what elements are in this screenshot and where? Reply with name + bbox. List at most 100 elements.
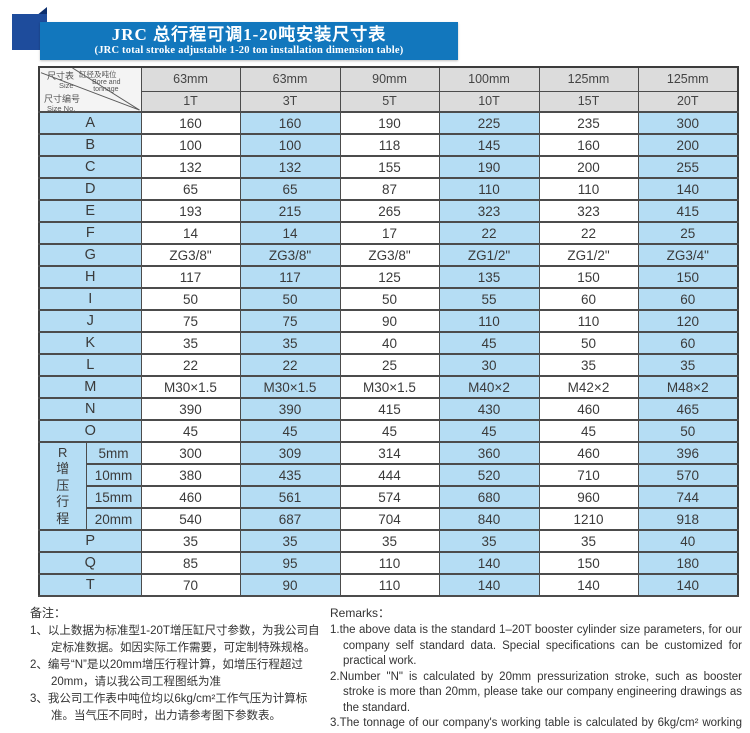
note-text: 我公司工作表中吨位均以6kg/cm²工作气压为计算标准。当气压不同时，出力请参考… [47,693,308,722]
table-cell: 314 [339,441,440,465]
table-row: L 22 22 25 30 35 35 [38,353,739,377]
table-row: J 75 75 90 110 110 120 [38,309,739,333]
table-cell: 100 [140,133,241,157]
table-row: F 14 14 17 22 22 25 [38,221,739,245]
note-item: 1.the above data is the standard 1–20T b… [330,623,742,670]
table-cell: 150 [538,265,639,289]
column-header-bore: 63mm [140,66,241,92]
table-cell: 680 [438,485,540,509]
column-header-tonnage: 20T [637,90,739,113]
table-cell: ZG3/8" [239,243,341,267]
table-cell: 90 [239,573,341,597]
dimension-table: 尺寸表 Size 缸径及吨位 Bore and tonnage 尺寸编号 Siz… [38,66,739,597]
table-row: M M30×1.5 M30×1.5 M30×1.5 M40×2 M42×2 M48×2 [38,375,739,399]
table-cell: 50 [339,287,440,311]
table-cell: 300 [140,441,241,465]
table-row: 10mm 380 435 444 520 710 570 [39,463,739,487]
table-cell: 40 [637,529,739,553]
column-header-bore: 90mm [339,66,440,92]
table-cell: 25 [339,353,440,377]
table-row: H 117 117 125 135 150 150 [38,265,739,289]
table-cell: 460 [538,441,639,465]
corner-label-no-en: Size No. [47,104,76,112]
table-cell: 110 [538,177,639,201]
row-label: N [38,397,142,421]
table-cell: 132 [140,155,241,179]
note-text: 以上数据为标准型1-20T增压缸尺寸参数，为我公司自定标准数据。如因实际工作需要… [47,625,320,654]
table-cell: 45 [538,419,639,443]
column-header-tonnage: 3T [239,90,341,113]
table-cell: 1210 [538,507,639,531]
table-cell: 430 [438,397,540,421]
table-cell: 50 [239,287,341,311]
row-sub-label: 5mm [85,441,142,465]
table-cell: ZG3/4" [637,243,739,267]
table-cell: 87 [339,177,440,201]
row-sub-label: 20mm [85,507,142,531]
notes-en-list: 1.the above data is the standard 1–20T b… [330,623,742,733]
table-cell: M30×1.5 [339,375,440,399]
table-cell: 396 [637,441,739,465]
table-row: R 增压行程 5mm 300 309 314 360 460 396 [38,441,739,531]
note-number: 3、 [30,693,48,705]
table-cell: 45 [438,419,540,443]
table-cell: 435 [239,463,341,487]
column-header-tonnage: 10T [438,90,540,113]
table-cell: 65 [239,177,341,201]
table-cell: M30×1.5 [239,375,341,399]
table-cell: 70 [140,573,241,597]
table-cell: ZG1/2" [438,243,540,267]
row-label: A [38,111,142,135]
note-number: 2. [330,670,340,683]
column-header-bore: 125mm [538,66,639,92]
table-cell: 160 [538,133,639,157]
table-cell: 840 [438,507,540,531]
table-cell: 200 [637,133,739,157]
page-title-en: (JRC total stroke adjustable 1-20 ton in… [94,45,404,56]
table-row: 20mm 540 687 704 840 1210 918 [39,507,739,531]
table-row: N 390 390 415 430 460 465 [38,397,739,421]
table-cell: 100 [239,133,341,157]
table-cell: 465 [637,397,739,421]
table-cell: 190 [438,155,540,179]
dimension-table-zone: 尺寸表 Size 缸径及吨位 Bore and tonnage 尺寸编号 Siz… [38,66,739,597]
corner-diagonal-lines [40,68,140,111]
table-cell: 95 [239,551,341,575]
note-number: 3. [330,717,340,729]
table-cell: 50 [538,331,639,355]
header-row-tonnage: 1T 3T 5T 10T 15T 20T [39,90,739,113]
note-item: 3.The tonnage of our company's working t… [330,716,742,733]
header-row-bore: 尺寸表 Size 缸径及吨位 Bore and tonnage 尺寸编号 Siz… [38,66,739,113]
table-cell: 744 [637,485,739,509]
table-cell: 360 [438,441,540,465]
page-title-cn: JRC 总行程可调1-20吨安装尺寸表 [111,25,387,44]
table-cell: 415 [339,397,440,421]
table-cell: 35 [140,529,241,553]
table-cell: 40 [339,331,440,355]
table-cell: 710 [538,463,639,487]
table-row: K 35 35 40 45 50 60 [38,331,739,355]
table-cell: ZG3/8" [339,243,440,267]
corner-label-bore-en1: Bore and [92,79,121,86]
note-number: 2、 [30,659,48,671]
table-row: I 50 50 50 55 60 60 [38,287,739,311]
note-number: 1. [330,624,340,636]
table-cell: M42×2 [538,375,639,399]
row-label: L [38,353,142,377]
table-cell: 110 [339,551,440,575]
table-cell: 65 [140,177,241,201]
note-text: 编号“N”是以20mm增压行程计算，如增压行程超过20mm，请以我公司工程图纸为… [47,659,303,688]
table-cell: 140 [438,573,540,597]
row-label: Q [38,551,142,575]
table-cell: 323 [538,199,639,223]
table-cell: 444 [339,463,440,487]
table-cell: 25 [637,221,739,245]
table-cell: 520 [438,463,540,487]
table-cell: 14 [140,221,241,245]
table-cell: 918 [637,507,739,531]
table-cell: 190 [339,111,440,135]
table-cell: 150 [637,265,739,289]
table-cell: 540 [140,507,241,531]
table-header: 尺寸表 Size 缸径及吨位 Bore and tonnage 尺寸编号 Siz… [38,66,739,113]
